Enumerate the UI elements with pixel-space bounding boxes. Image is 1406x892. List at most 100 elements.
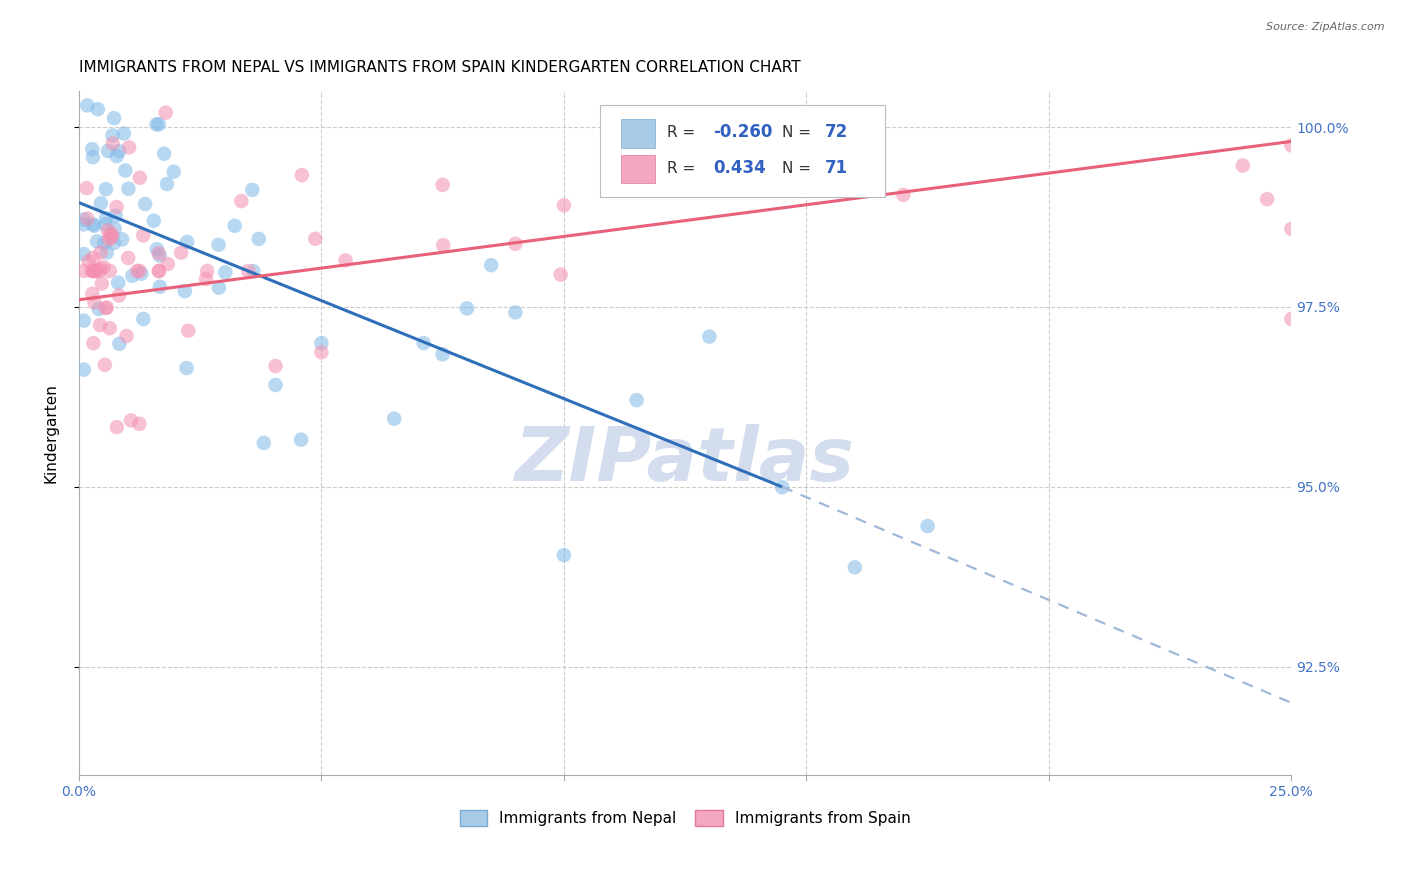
Text: N =: N =	[782, 161, 815, 176]
Point	[432, 347, 454, 361]
Point	[108, 288, 131, 302]
Point	[104, 222, 127, 236]
Point	[115, 329, 138, 343]
Point	[505, 305, 527, 319]
Point	[264, 378, 287, 392]
Point	[80, 264, 103, 278]
Point	[97, 144, 120, 158]
Point	[129, 267, 152, 281]
Point	[97, 232, 120, 246]
Point	[195, 272, 218, 286]
Point	[1256, 192, 1278, 206]
Point	[156, 257, 179, 271]
Point	[97, 223, 120, 237]
Point	[412, 336, 434, 351]
Point	[170, 245, 193, 260]
Point	[94, 358, 117, 372]
Point	[108, 144, 131, 158]
Point	[242, 264, 264, 278]
Point	[100, 230, 122, 244]
Point	[103, 111, 125, 125]
Point	[73, 264, 96, 278]
Point	[98, 264, 121, 278]
Point	[699, 157, 721, 171]
Point	[76, 211, 98, 226]
Point	[311, 336, 333, 351]
Text: 72: 72	[824, 123, 848, 141]
Point	[121, 268, 143, 283]
Point	[893, 188, 915, 202]
Point	[1279, 312, 1302, 326]
Point	[93, 260, 115, 275]
Point	[128, 170, 150, 185]
Point	[456, 301, 478, 316]
Point	[626, 393, 648, 408]
Point	[149, 248, 172, 262]
Point	[142, 213, 165, 227]
Bar	[621, 154, 655, 184]
Point	[82, 264, 104, 278]
Point	[148, 117, 170, 131]
Point	[173, 284, 195, 298]
Point	[98, 227, 121, 241]
Point	[103, 235, 125, 250]
Point	[82, 150, 104, 164]
Point	[699, 329, 721, 343]
Point	[132, 228, 155, 243]
Point	[107, 276, 129, 290]
Point	[94, 182, 117, 196]
Text: Source: ZipAtlas.com: Source: ZipAtlas.com	[1267, 22, 1385, 32]
Point	[82, 251, 104, 265]
Point	[231, 194, 253, 208]
Point	[83, 264, 105, 278]
Point	[87, 102, 110, 116]
Point	[83, 264, 105, 278]
Point	[93, 235, 115, 250]
Point	[82, 286, 104, 301]
Point	[86, 235, 108, 249]
Point	[101, 128, 124, 143]
Point	[1279, 138, 1302, 153]
Point	[89, 318, 111, 332]
Point	[149, 280, 172, 294]
Point	[89, 261, 111, 276]
Point	[76, 98, 98, 112]
Point	[101, 227, 124, 242]
Point	[96, 301, 118, 315]
Point	[335, 253, 357, 268]
Point	[155, 105, 177, 120]
Point	[73, 247, 96, 261]
Point	[148, 264, 170, 278]
Point	[207, 237, 229, 252]
Text: R =: R =	[666, 125, 700, 139]
Text: IMMIGRANTS FROM NEPAL VS IMMIGRANTS FROM SPAIN KINDERGARTEN CORRELATION CHART: IMMIGRANTS FROM NEPAL VS IMMIGRANTS FROM…	[79, 60, 800, 75]
Point	[73, 218, 96, 232]
Point	[105, 149, 128, 163]
Point	[145, 117, 167, 131]
Point	[114, 163, 136, 178]
Point	[132, 312, 155, 326]
Point	[73, 313, 96, 327]
Point	[148, 264, 170, 278]
Point	[128, 417, 150, 431]
Point	[650, 114, 672, 128]
Point	[96, 245, 118, 260]
Point	[153, 146, 176, 161]
Point	[550, 268, 572, 282]
Point	[195, 264, 218, 278]
Point	[101, 136, 124, 151]
Point	[770, 480, 793, 494]
Point	[87, 301, 110, 316]
Point	[73, 212, 96, 227]
Point	[90, 277, 112, 291]
Text: -0.260: -0.260	[713, 123, 772, 141]
Point	[253, 436, 276, 450]
Point	[214, 265, 236, 279]
Point	[208, 281, 231, 295]
Point	[82, 336, 104, 351]
Point	[127, 264, 149, 278]
Point	[76, 181, 98, 195]
Point	[117, 182, 139, 196]
Point	[117, 251, 139, 265]
Point	[176, 361, 198, 376]
